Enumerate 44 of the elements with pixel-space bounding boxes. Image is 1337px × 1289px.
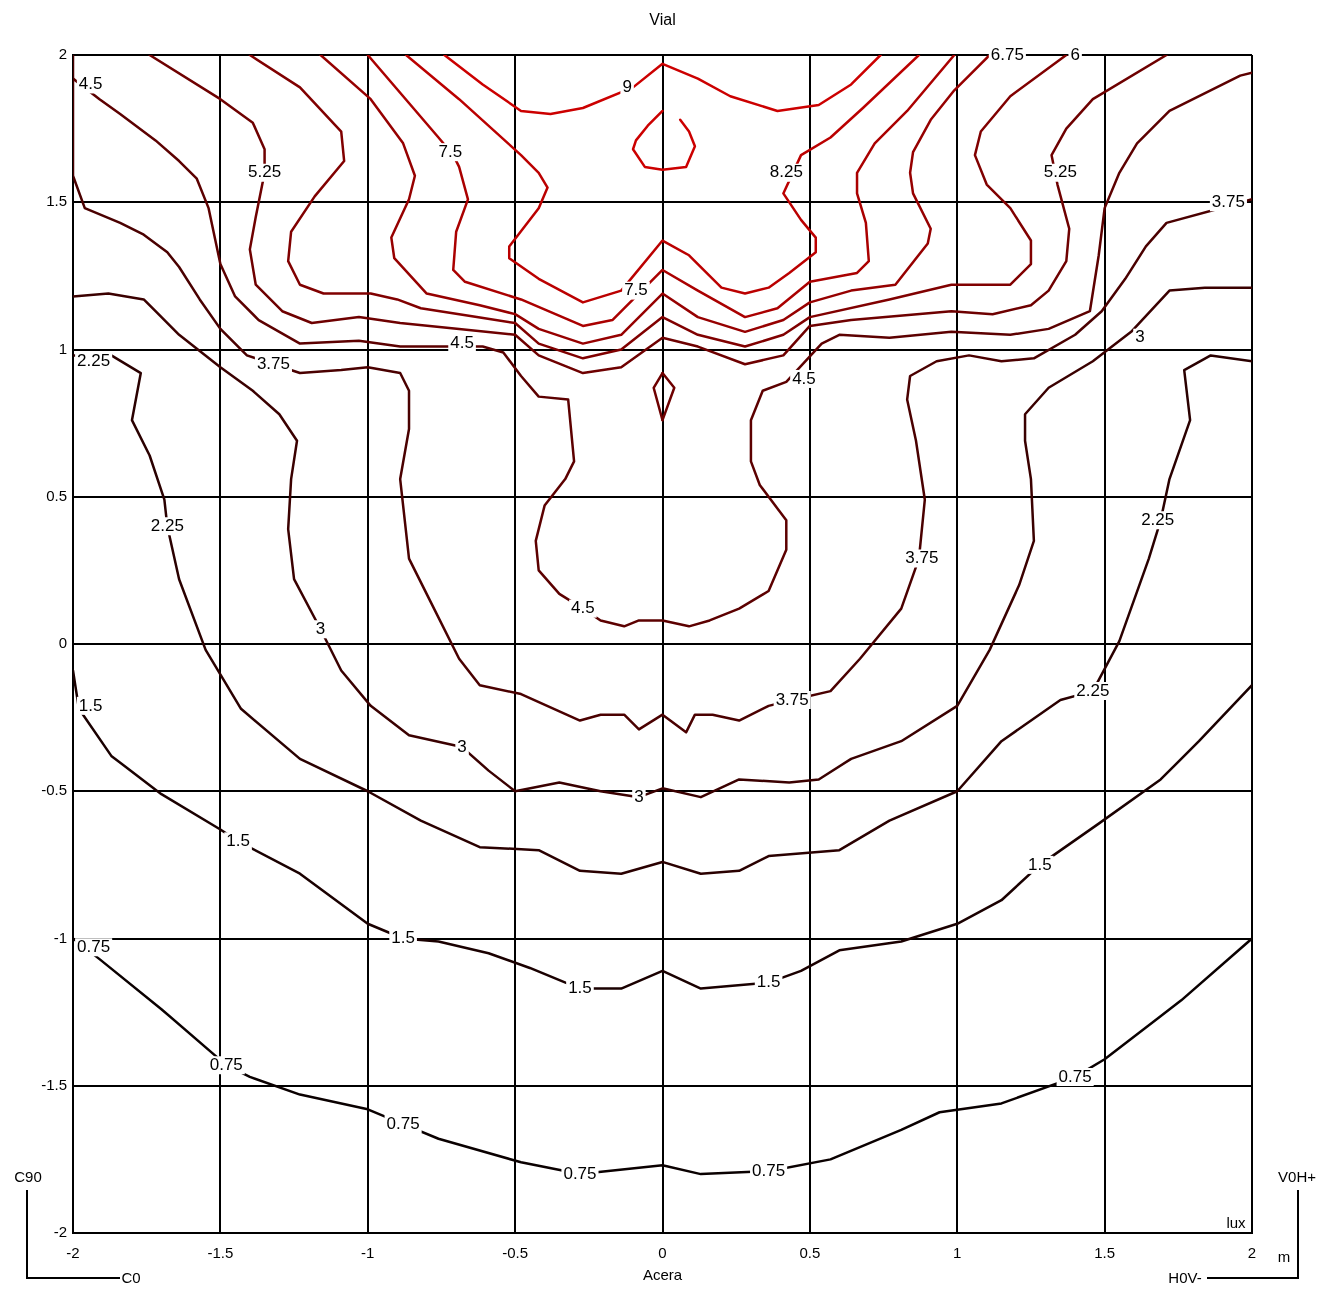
y-tick-label: 2 (58, 45, 67, 63)
annotation: 2.25 (77, 350, 111, 370)
annotation: 0.75 (77, 937, 111, 957)
y-tick-label: 0 (58, 634, 67, 652)
y-tick-label: -1 (53, 928, 67, 946)
annotation: 3 (457, 736, 467, 756)
annotation: 3 (634, 786, 644, 806)
annotation: 2.25 (150, 515, 184, 535)
text: V0H+ (1278, 1168, 1317, 1186)
y-tick-label: 1.5 (46, 192, 67, 210)
annotation: lux (1226, 1214, 1247, 1232)
annotation: 8.25 (769, 162, 803, 182)
x-tick-label: 1 (953, 1244, 962, 1262)
x-tick-label: 0 (658, 1244, 667, 1262)
y-tick-label: -0.5 (41, 781, 67, 799)
annotation: 2.25 (1141, 510, 1175, 529)
annotation: 6 (1070, 44, 1080, 64)
x-tick-label: -0.5 (502, 1244, 529, 1262)
y-tick-label: -1.5 (41, 1075, 67, 1093)
y-tick-label: 1 (58, 339, 67, 357)
annotation: 3 (315, 618, 326, 638)
text: m (1277, 1248, 1291, 1266)
annotation: 9 (622, 77, 632, 97)
y-tick-label: 0.5 (46, 486, 67, 504)
x-tick-label: 2 (1247, 1244, 1257, 1262)
annotation: 4.5 (792, 368, 816, 388)
x-tick-label: 0.5 (799, 1244, 821, 1262)
x-axis-title: Acera (642, 1266, 683, 1284)
annotation: 3 (1135, 327, 1145, 347)
y-tick-label: -2 (53, 1223, 67, 1241)
annotation: 6.75 (990, 44, 1024, 64)
text: C0 (121, 1269, 141, 1287)
annotation: 1.5 (78, 695, 103, 715)
annotation: 5.25 (248, 162, 282, 182)
text: H0V- (1168, 1269, 1202, 1287)
annotation: 4.5 (78, 74, 103, 94)
x-tick-label: -1 (361, 1244, 375, 1262)
annotation: 7.5 (624, 280, 648, 300)
chart-title: Vial (649, 11, 676, 29)
annotation: 5.25 (1043, 162, 1077, 182)
annotation: 4.5 (450, 333, 474, 353)
x-tick-label: 1.5 (1094, 1244, 1116, 1262)
text: C90 (14, 1168, 42, 1186)
x-tick-label: -1.5 (207, 1244, 234, 1262)
